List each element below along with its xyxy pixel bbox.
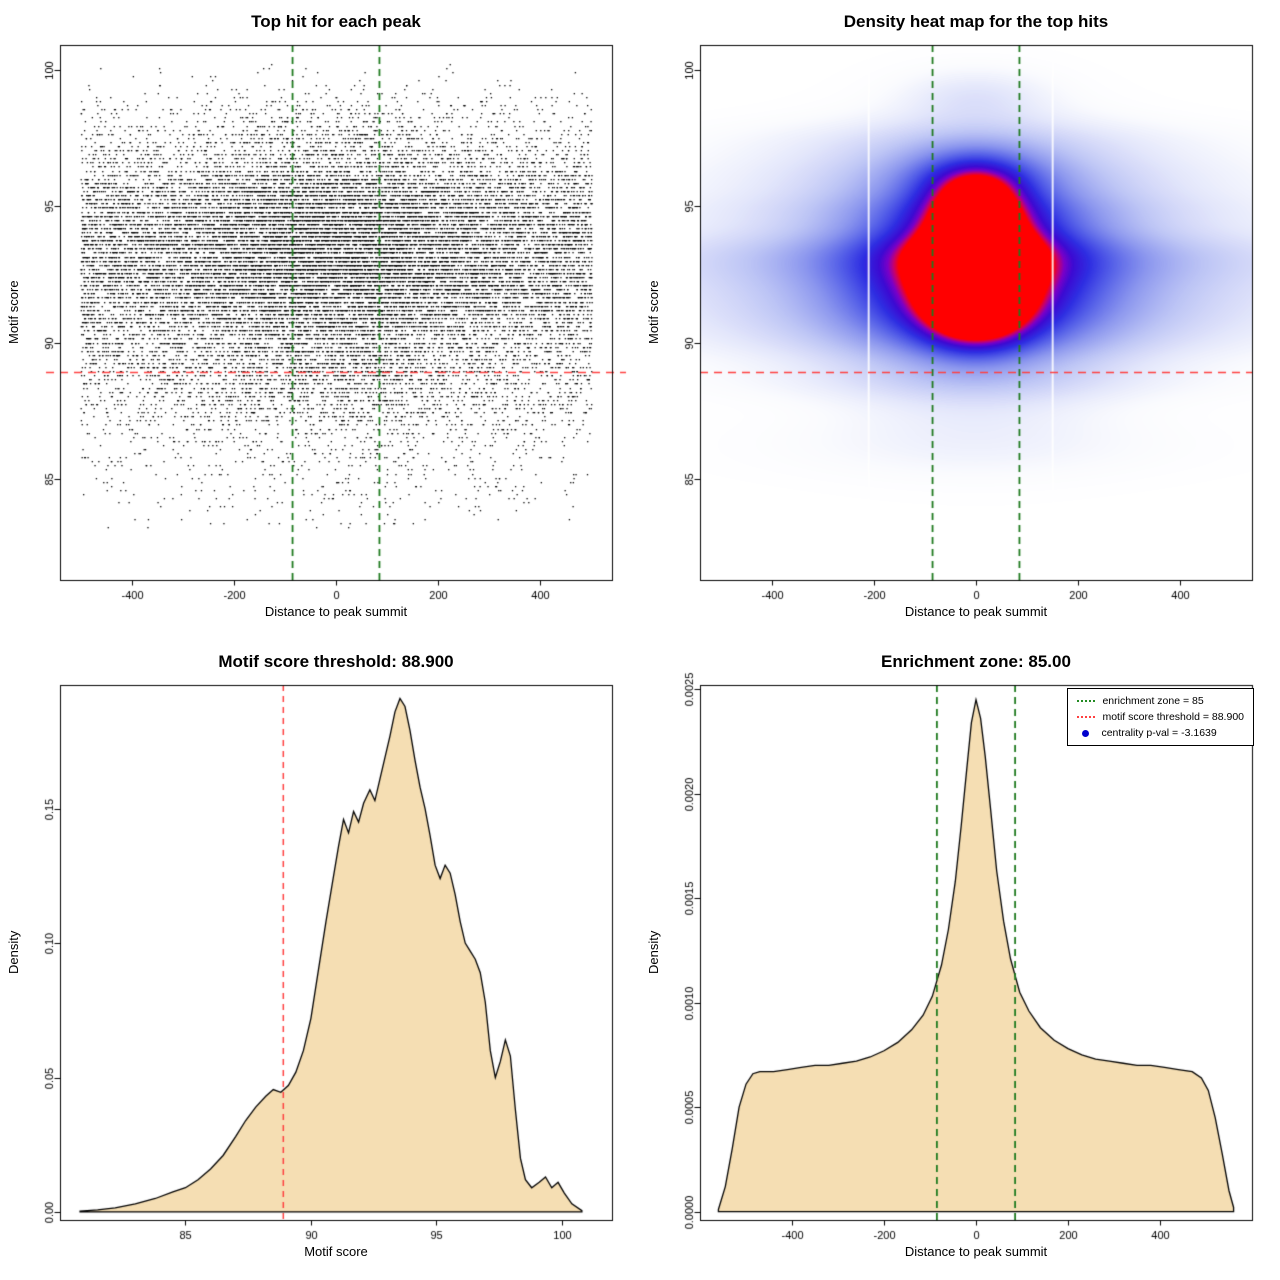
legend-box: enrichment zone = 85 motif score thresho… bbox=[1067, 688, 1254, 746]
legend-item-score-threshold: motif score threshold = 88.900 bbox=[1077, 711, 1244, 723]
plot-title: Density heat map for the top hits bbox=[843, 12, 1109, 31]
x-axis-label: Distance to peak summit bbox=[264, 604, 408, 619]
x-axis-label: Motif score bbox=[304, 1244, 368, 1259]
panel-distance-density: Enrichment zone: 85.00 Distance to peak … bbox=[640, 640, 1280, 1280]
plot-title: Motif score threshold: 88.900 bbox=[218, 652, 454, 671]
blue-dot-icon bbox=[1082, 729, 1090, 737]
legend-item-centrality-pval: centrality p-val = -3.1639 bbox=[1077, 727, 1244, 739]
x-axis-label: Distance to peak summit bbox=[904, 1244, 1048, 1259]
legend-label: motif score threshold = 88.900 bbox=[1102, 711, 1244, 723]
legend-label: enrichment zone = 85 bbox=[1102, 695, 1204, 707]
panel-score-density: Motif score threshold: 88.900 Motif scor… bbox=[0, 640, 640, 1280]
distance-density-canvas bbox=[640, 640, 1280, 1280]
y-axis-label: Density bbox=[6, 930, 21, 975]
plot-title: Top hit for each peak bbox=[251, 12, 421, 31]
plot-title: Enrichment zone: 85.00 bbox=[881, 652, 1071, 671]
green-dotted-line-icon bbox=[1077, 700, 1096, 702]
panel-top-hit-scatter: Top hit for each peak Distance to peak s… bbox=[0, 0, 640, 640]
y-axis-label: Density bbox=[646, 930, 661, 975]
y-axis-label: Motif score bbox=[646, 280, 661, 345]
legend-label: centrality p-val = -3.1639 bbox=[1101, 727, 1217, 739]
y-axis-label: Motif score bbox=[6, 280, 21, 345]
x-axis-label: Distance to peak summit bbox=[904, 604, 1048, 619]
red-dotted-line-icon bbox=[1077, 716, 1096, 718]
scatter-plot-canvas bbox=[0, 0, 640, 640]
heatmap-canvas bbox=[640, 0, 1280, 640]
panel-density-heatmap: Density heat map for the top hits Distan… bbox=[640, 0, 1280, 640]
legend-item-enrichment-zone: enrichment zone = 85 bbox=[1077, 695, 1244, 707]
score-density-canvas bbox=[0, 640, 640, 1280]
